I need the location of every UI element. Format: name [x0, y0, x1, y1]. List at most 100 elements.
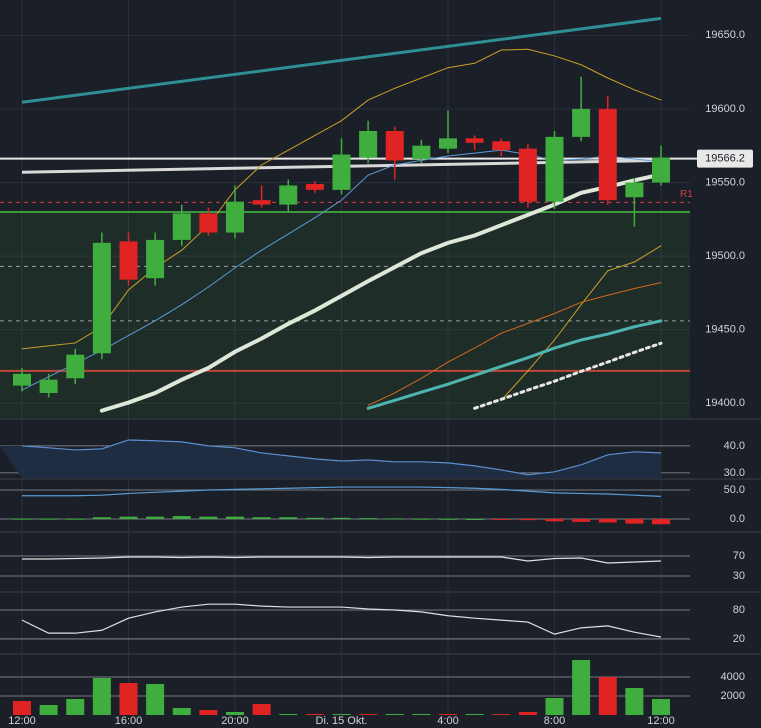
volume-bar	[359, 714, 378, 715]
indicator-line	[99, 172, 663, 413]
y-tick-label: 19550.0	[705, 176, 745, 188]
y-tick-label: 20	[733, 633, 745, 645]
indicator-line	[22, 556, 662, 564]
volume-bar	[492, 714, 511, 715]
volume-bar	[545, 697, 564, 715]
candle-body	[545, 136, 564, 202]
volume-bar	[305, 714, 324, 715]
indicator-line	[500, 245, 662, 401]
volume-bar	[572, 659, 591, 715]
volume-bar	[385, 714, 404, 715]
y-tick-label: 40.0	[724, 440, 745, 452]
volume-bar	[252, 703, 271, 715]
candle-body	[572, 108, 591, 137]
candle-body	[66, 354, 85, 379]
volume-bar	[13, 700, 31, 715]
y-tick-label: 19450.0	[705, 324, 745, 336]
histogram-bar	[439, 518, 457, 520]
histogram-bar	[199, 516, 218, 519]
candle-body	[13, 373, 31, 386]
candle-body	[385, 130, 404, 161]
indicator-line	[21, 48, 662, 350]
y-tick-label: 19600.0	[705, 103, 745, 115]
candle-body	[465, 138, 484, 143]
y-tick-label: 70	[733, 550, 745, 562]
indicator-line	[21, 439, 662, 476]
candle-body	[439, 138, 457, 149]
histogram-bar	[412, 518, 431, 520]
candle-body	[652, 157, 670, 183]
volume-bar	[119, 683, 138, 715]
histogram-bar	[359, 518, 378, 520]
y-tick-label: 4000	[721, 671, 745, 683]
candle-body	[305, 183, 324, 190]
volume-bar	[518, 711, 537, 715]
volume-bar	[226, 711, 244, 715]
histogram-bar	[598, 518, 617, 523]
candle-body	[625, 182, 644, 198]
volume-bar	[279, 714, 298, 715]
candle-body	[598, 108, 617, 201]
volume-bar	[146, 684, 165, 715]
y-tick-label: 50.0	[724, 484, 745, 496]
x-tick-label: 4:00	[437, 715, 458, 727]
x-tick-label: 12:00	[8, 715, 36, 727]
y-tick-label: 80	[733, 604, 745, 616]
indicator-line	[366, 319, 663, 410]
candle-body	[199, 213, 218, 233]
histogram-bar	[385, 518, 404, 520]
histogram-bar	[518, 518, 537, 521]
y-tick-label: 0.0	[730, 513, 745, 525]
volume-bar	[652, 699, 670, 715]
volume-bar	[412, 714, 431, 715]
y-tick-label: 30.0	[724, 467, 745, 479]
histogram-bar	[39, 518, 58, 520]
histogram-bar	[172, 516, 191, 519]
histogram-bar	[465, 518, 484, 520]
area-fill	[0, 439, 661, 478]
trendline	[21, 16, 662, 104]
histogram-bar	[545, 518, 564, 522]
candle-body	[146, 239, 165, 279]
volume-bar	[439, 714, 457, 715]
histogram-bar	[146, 516, 165, 519]
candle-body	[359, 130, 378, 158]
candle-body	[518, 148, 537, 202]
candle-body	[252, 200, 271, 205]
histogram-bar	[66, 518, 85, 520]
x-tick-label: 12:00	[647, 715, 675, 727]
volume-bar	[39, 704, 58, 715]
histogram-bar	[625, 518, 644, 524]
y-tick-label: 2000	[721, 690, 745, 702]
volume-bar	[465, 714, 484, 715]
y-tick-label: 30	[733, 570, 745, 582]
histogram-bar	[279, 517, 298, 519]
histogram-bar	[492, 518, 511, 520]
volume-bar	[66, 699, 85, 715]
indicator-line	[367, 282, 662, 406]
histogram-bar	[652, 518, 670, 525]
x-tick-label: Di. 15 Okt.	[316, 715, 368, 727]
histogram-bar	[332, 517, 351, 519]
candle-body	[92, 242, 111, 354]
indicator-line	[21, 603, 662, 638]
candle-body	[279, 185, 298, 205]
x-tick-label: 16:00	[115, 715, 143, 727]
candle-body	[39, 379, 58, 393]
candle-body	[332, 154, 351, 190]
candle-body	[119, 241, 138, 280]
candle-body	[412, 145, 431, 159]
volume-bar	[92, 677, 111, 715]
histogram-bar	[13, 518, 31, 520]
candle-body	[226, 201, 244, 233]
histogram-bar	[572, 518, 591, 522]
indicator-line	[22, 486, 662, 497]
volume-bar	[598, 677, 617, 715]
x-tick-label: 8:00	[544, 715, 565, 727]
level-zone	[0, 211, 690, 418]
histogram-bar	[119, 516, 138, 519]
candle-body	[172, 213, 191, 240]
volume-bar	[172, 707, 191, 715]
